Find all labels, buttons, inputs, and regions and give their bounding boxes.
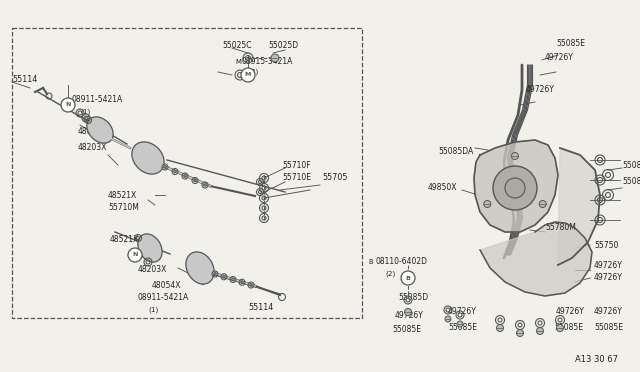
Text: 55085DB: 55085DB [622,160,640,170]
Text: N: N [132,253,138,257]
Text: 08911-5421A: 08911-5421A [138,294,189,302]
Circle shape [445,316,451,322]
Text: 55710F: 55710F [282,160,310,170]
Text: (2): (2) [385,271,396,277]
Circle shape [497,324,504,331]
Ellipse shape [87,117,113,143]
Text: 08915-3421A: 08915-3421A [242,58,293,67]
Text: 08110-6402D: 08110-6402D [376,257,428,266]
Text: 49726Y: 49726Y [594,308,623,317]
Text: 55085D: 55085D [398,294,428,302]
Text: 55780M: 55780M [545,224,576,232]
Text: 49726Y: 49726Y [526,86,555,94]
Text: M: M [235,59,241,65]
Text: 49726Y: 49726Y [395,311,424,320]
Text: 49726Y: 49726Y [448,308,477,317]
Text: A13 30 67: A13 30 67 [575,356,618,365]
Circle shape [61,98,75,112]
Text: M: M [245,73,251,77]
Text: (2): (2) [248,69,259,75]
Circle shape [536,327,543,334]
Text: (1): (1) [148,307,158,313]
Text: B: B [406,276,410,280]
Text: 55085E: 55085E [594,324,623,333]
Text: 49726Y: 49726Y [545,54,574,62]
Text: 49726Y: 49726Y [594,273,623,282]
Text: 55085DB: 55085DB [622,177,640,186]
Text: 55085E: 55085E [392,326,421,334]
Circle shape [540,201,546,208]
Text: 08911-5421A: 08911-5421A [72,96,124,105]
Circle shape [505,178,525,198]
Text: 55085E: 55085E [448,324,477,333]
Text: 49850X: 49850X [428,183,458,192]
Text: 48054X: 48054X [78,128,108,137]
Polygon shape [480,222,592,296]
Text: 55114: 55114 [12,76,37,84]
Ellipse shape [132,142,164,174]
Circle shape [516,330,524,337]
Text: 55710M: 55710M [108,203,139,212]
Bar [12,28,362,318]
Ellipse shape [138,234,162,262]
Circle shape [404,308,412,315]
Circle shape [457,321,463,327]
Text: 55114: 55114 [248,304,273,312]
Circle shape [271,54,279,62]
Text: 48203X: 48203X [138,266,168,275]
Text: 48054X: 48054X [152,282,182,291]
Text: 48521X: 48521X [110,235,140,244]
Text: 55025C: 55025C [222,42,252,51]
Text: 49726Y: 49726Y [556,308,585,317]
Circle shape [511,153,518,160]
Text: 55085DA: 55085DA [438,148,473,157]
Circle shape [241,68,255,82]
Circle shape [401,271,415,285]
Polygon shape [558,148,600,265]
Text: 55710E: 55710E [282,173,311,183]
Text: 55085E: 55085E [554,324,583,333]
Text: 55025D: 55025D [268,42,298,51]
Circle shape [557,324,563,331]
Text: 48521X: 48521X [108,190,137,199]
Circle shape [493,166,537,210]
Text: N: N [65,103,70,108]
Circle shape [484,201,491,208]
Polygon shape [474,140,558,232]
Text: B: B [368,259,372,265]
Ellipse shape [186,252,214,284]
Text: 48203X: 48203X [78,144,108,153]
Circle shape [128,248,142,262]
Text: 55085E: 55085E [556,39,585,48]
Text: 55750: 55750 [594,241,618,250]
Text: 49726Y: 49726Y [594,260,623,269]
Text: 55705: 55705 [322,173,348,183]
Text: (1): (1) [80,109,90,115]
